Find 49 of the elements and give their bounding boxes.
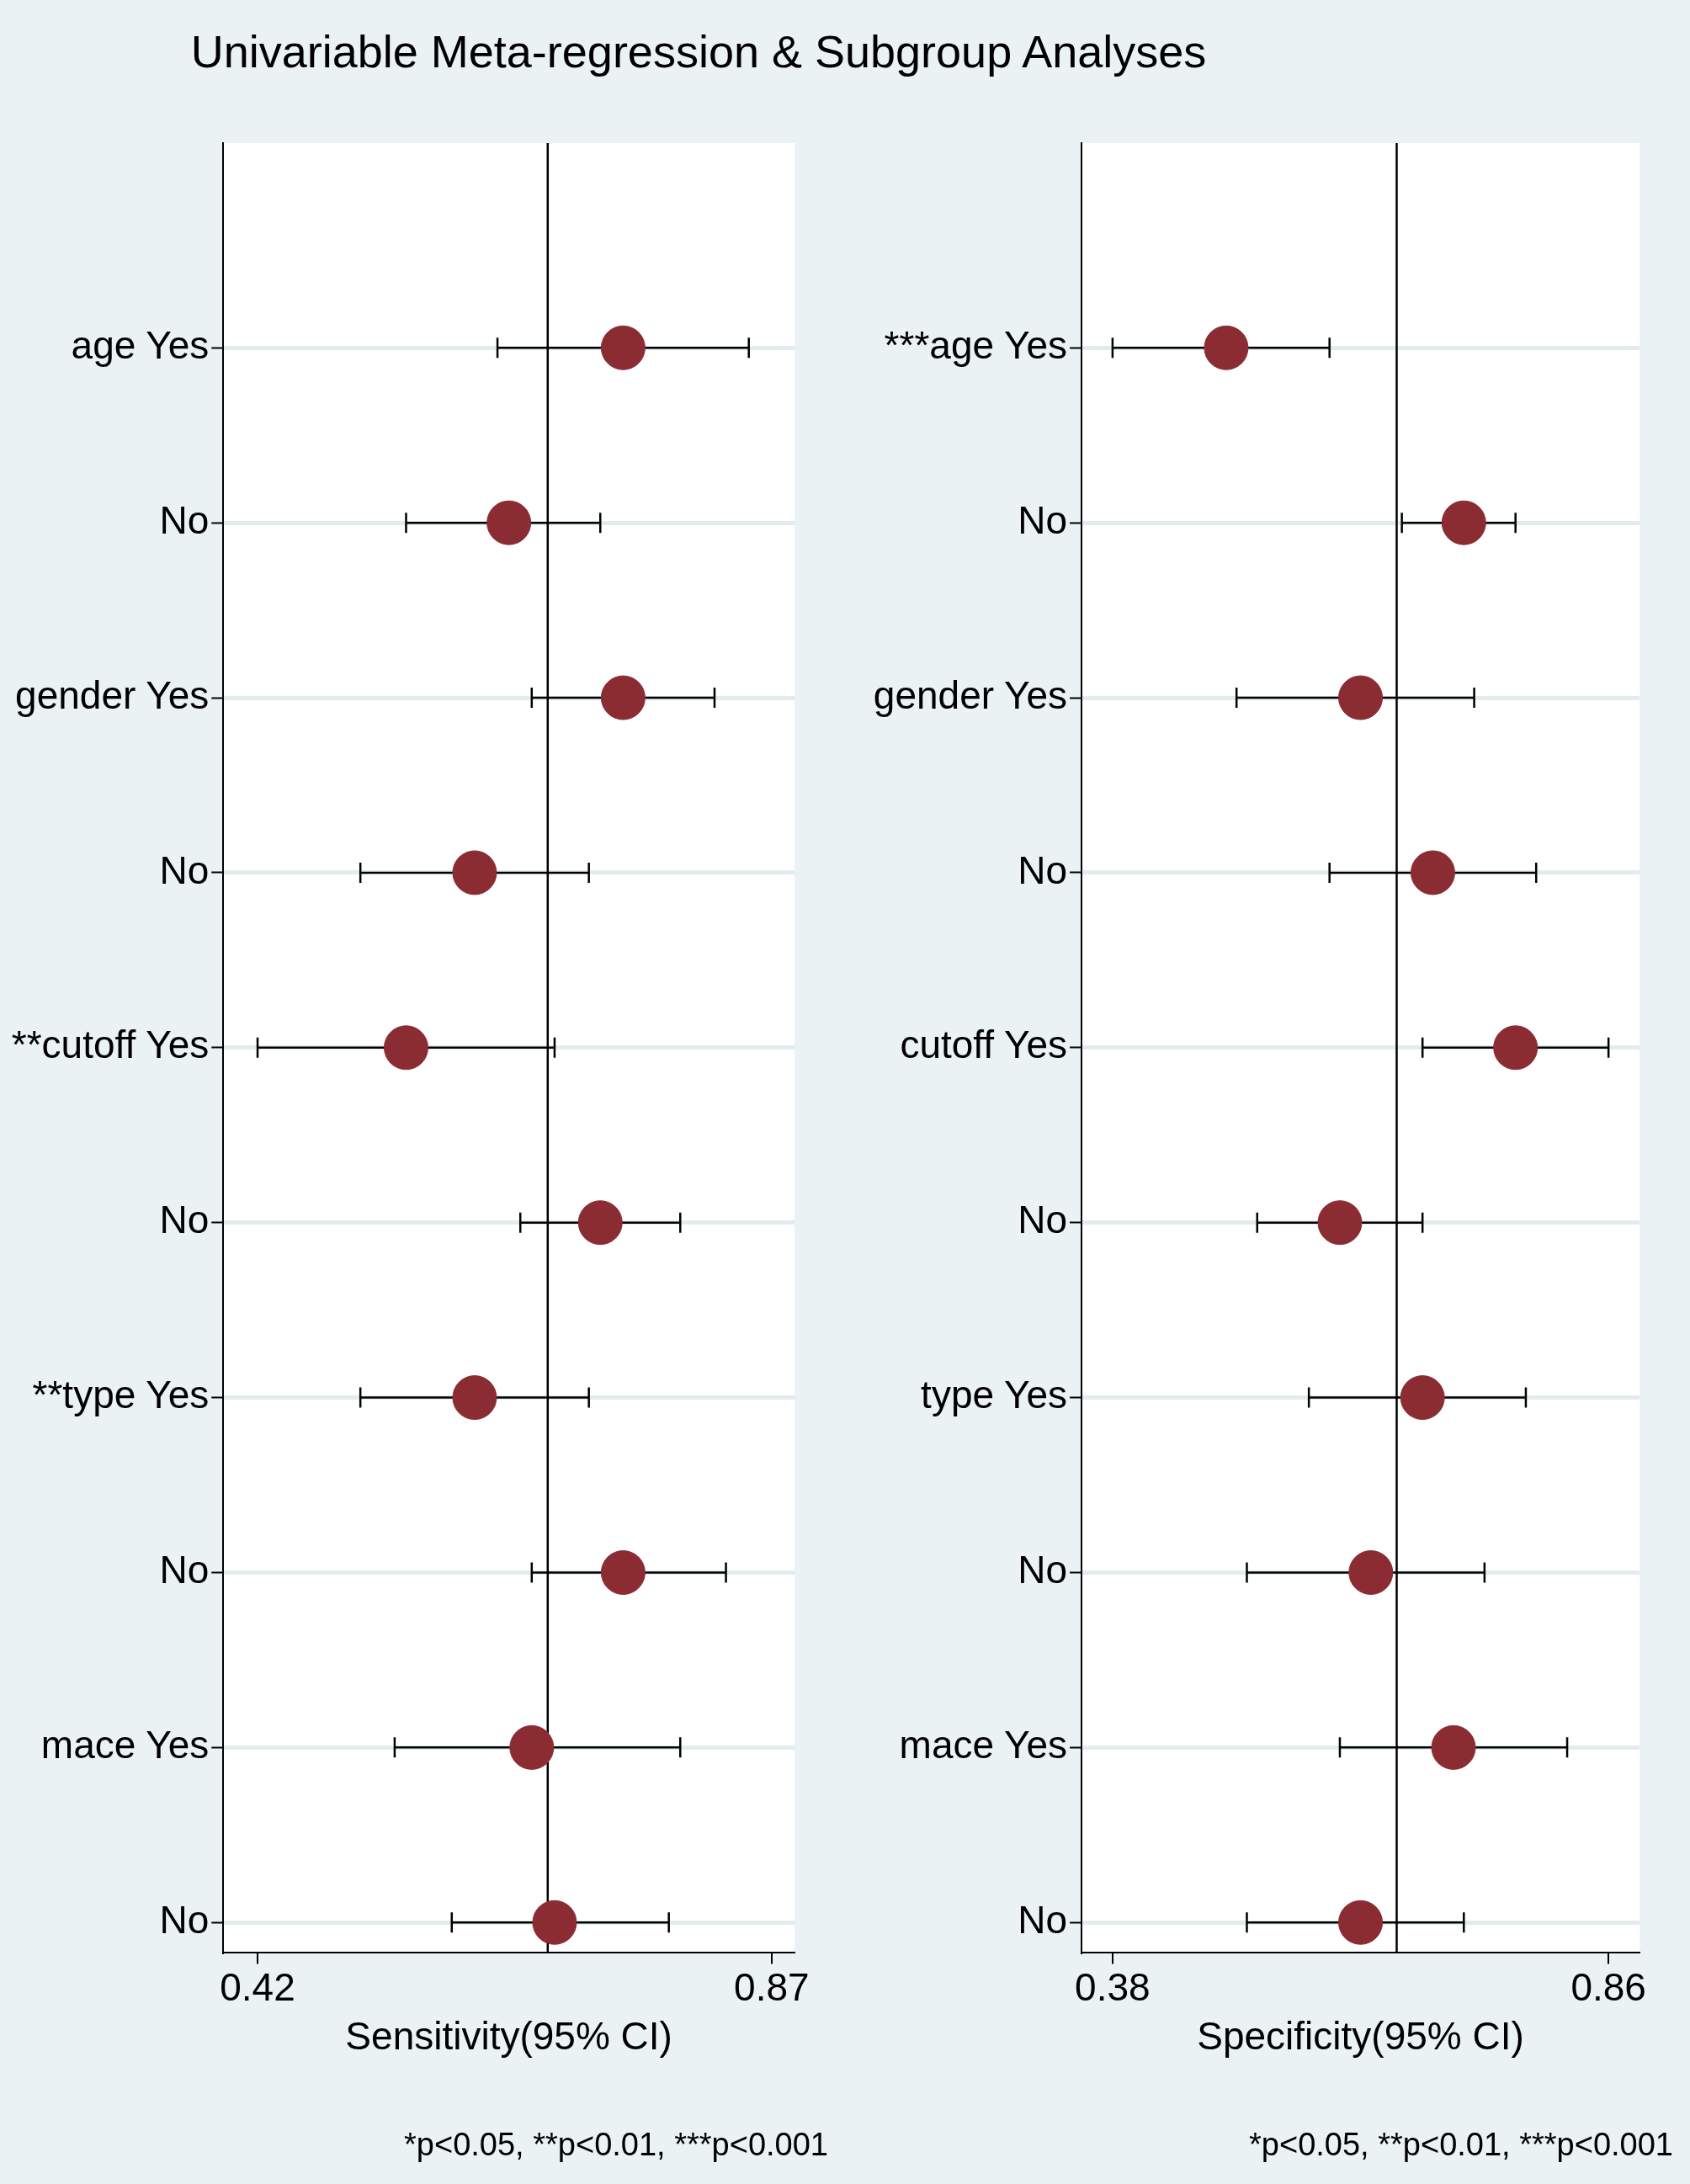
point — [383, 1025, 428, 1071]
y-tick-label: No — [159, 497, 210, 542]
point — [1338, 675, 1384, 720]
y-tick-label: No — [159, 1198, 210, 1242]
point — [1493, 1025, 1539, 1071]
y-tick-label: No — [1018, 1548, 1068, 1592]
point — [600, 675, 646, 720]
y-tick-label: cutoff Yes — [900, 1023, 1068, 1067]
y-tick-label: mace Yes — [899, 1723, 1068, 1767]
y-tick-label: No — [159, 1548, 210, 1592]
y-tick-label: age Yes — [71, 322, 210, 367]
x-tick-label: 0.86 — [1570, 1964, 1646, 2009]
y-tick-label: No — [1018, 1198, 1068, 1242]
x-tick-label: 0.38 — [1075, 1964, 1151, 2009]
point — [1410, 850, 1455, 895]
y-tick-label: No — [1018, 1897, 1068, 1942]
point — [1400, 1375, 1445, 1421]
point — [1348, 1549, 1394, 1595]
point — [509, 1724, 555, 1770]
y-tick-label: No — [1018, 497, 1068, 542]
y-tick-label: ***age Yes — [884, 322, 1068, 367]
x-tick-label: 0.87 — [734, 1964, 810, 2009]
chart-title: Univariable Meta-regression & Subgroup Analyses — [189, 25, 1208, 77]
point — [452, 1375, 497, 1421]
y-tick-label: No — [159, 1897, 210, 1942]
point — [1204, 325, 1249, 370]
y-tick-label: No — [159, 848, 210, 892]
x-tick-label: 0.42 — [220, 1964, 295, 2009]
point — [532, 1900, 577, 1945]
y-tick-label: mace Yes — [40, 1723, 210, 1767]
point — [600, 325, 646, 370]
point — [600, 1549, 646, 1595]
y-tick-label: type Yes — [921, 1373, 1068, 1417]
text: *p<0.05, **p<0.01, ***p<0.001 — [404, 2127, 828, 2163]
point — [1338, 1900, 1384, 1945]
point — [486, 500, 532, 545]
x-axis-title: Sensitivity(95% CI) — [345, 2014, 672, 2059]
point — [452, 850, 497, 895]
y-tick-label: **cutoff Yes — [11, 1023, 210, 1067]
text: *p<0.05, **p<0.01, ***p<0.001 — [1249, 2127, 1673, 2163]
y-tick-label: **type Yes — [32, 1373, 210, 1417]
point — [577, 1200, 623, 1246]
point — [1441, 500, 1486, 545]
point — [1317, 1200, 1363, 1246]
x-axis-title: Specificity(95% CI) — [1197, 2014, 1524, 2059]
y-tick-label: gender Yes — [873, 672, 1068, 717]
y-tick-label: No — [1018, 848, 1068, 892]
y-tick-label: gender Yes — [15, 672, 210, 717]
point — [1431, 1724, 1476, 1770]
